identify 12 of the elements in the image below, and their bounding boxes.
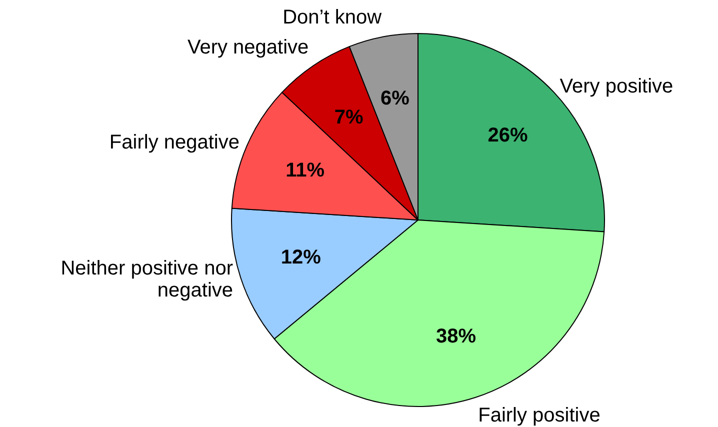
slice-label: Neither positive nor negative	[60, 258, 234, 302]
slice-label: Very positive	[560, 75, 674, 98]
data-label: 11%	[286, 160, 325, 182]
slice-label: Don’t know	[282, 6, 382, 28]
data-label: 38%	[436, 326, 476, 348]
data-label: 7%	[334, 106, 364, 129]
slice-label: Fairly negative	[109, 131, 240, 154]
data-label: 12%	[280, 246, 322, 269]
data-label: 26%	[488, 124, 528, 146]
data-label: 6%	[380, 88, 410, 110]
slice-label: Very negative	[187, 36, 309, 59]
slice-label: Fairly positive	[478, 404, 600, 426]
